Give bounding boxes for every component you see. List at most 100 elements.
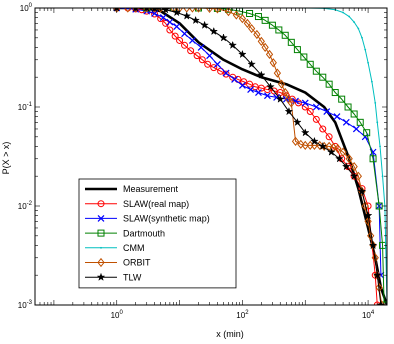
legend-item: SLAW(real map) xyxy=(85,199,189,209)
data-point-tlw xyxy=(191,15,200,25)
data-point-tlw xyxy=(335,154,344,163)
data-point-dartmouth xyxy=(356,118,364,126)
data-point-tlw xyxy=(266,82,275,91)
data-point-orbit xyxy=(265,49,274,59)
x-tick-label: 100 xyxy=(111,310,124,320)
data-point-slaw-synthetic-map xyxy=(197,43,205,51)
data-point-dartmouth xyxy=(369,155,377,163)
data-point-tlw xyxy=(228,40,238,49)
data-point-slaw-synthetic-map xyxy=(188,37,196,44)
data-point-tlw xyxy=(368,240,378,250)
y-axis-label: P(X > x) xyxy=(1,142,11,175)
data-point-slaw-real-map xyxy=(301,103,309,111)
data-point-dartmouth xyxy=(268,21,276,29)
legend-swatch-marker xyxy=(97,200,105,208)
data-point-slaw-real-map xyxy=(373,301,381,305)
data-point-tlw xyxy=(318,141,328,151)
legend-label: Dartmouth xyxy=(123,228,165,238)
data-point-tlw xyxy=(275,94,285,103)
data-point-slaw-real-map xyxy=(198,56,206,64)
data-point-dartmouth xyxy=(325,80,333,88)
data-point-slaw-real-map xyxy=(210,64,218,72)
data-point-dartmouth xyxy=(261,16,269,24)
data-point-dartmouth xyxy=(281,31,289,39)
data-point-dartmouth xyxy=(287,38,295,46)
data-point-dartmouth xyxy=(363,129,371,137)
data-point-cmm xyxy=(342,11,344,14)
data-point-slaw-real-map xyxy=(193,52,201,60)
data-point-orbit xyxy=(339,147,347,157)
data-point-orbit xyxy=(287,98,295,108)
data-point-slaw-real-map xyxy=(312,115,320,123)
data-point-tlw xyxy=(310,136,319,146)
data-point-orbit xyxy=(273,68,282,78)
data-point-slaw-synthetic-map xyxy=(263,92,271,100)
x-tick-label: 104 xyxy=(362,310,375,320)
data-point-orbit xyxy=(350,161,358,172)
data-point-slaw-synthetic-map xyxy=(213,60,221,68)
legend-item: Measurement xyxy=(85,184,179,194)
data-point-orbit xyxy=(213,8,222,14)
legend-item: ORBIT xyxy=(85,258,151,268)
data-point-slaw-synthetic-map xyxy=(312,103,320,111)
data-point-tlw xyxy=(256,70,266,79)
data-point-dartmouth xyxy=(300,53,308,61)
data-point-orbit xyxy=(150,8,159,13)
data-point-dartmouth xyxy=(331,89,339,97)
data-point-orbit xyxy=(361,201,369,211)
data-point-cmm xyxy=(353,21,356,24)
data-point-cmm xyxy=(376,121,379,124)
data-point-cmm xyxy=(381,175,384,178)
data-point-dartmouth xyxy=(338,95,346,103)
data-point-dartmouth xyxy=(319,73,327,81)
data-point-slaw-synthetic-map xyxy=(206,52,213,60)
data-point-slaw-real-map xyxy=(181,41,189,49)
data-point-slaw-synthetic-map xyxy=(181,30,188,38)
data-point-cmm xyxy=(348,15,351,18)
data-point-dartmouth xyxy=(350,110,358,118)
data-point-tlw xyxy=(182,11,192,20)
data-point-slaw-synthetic-map xyxy=(292,97,299,105)
data-point-orbit xyxy=(143,8,151,13)
data-point-orbit xyxy=(334,143,342,154)
data-point-tlw xyxy=(209,26,219,36)
data-point-slaw-real-map xyxy=(246,80,254,88)
data-point-slaw-real-map xyxy=(176,36,184,44)
data-point-cmm xyxy=(364,48,367,51)
legend-item: CMM xyxy=(85,243,145,253)
legend-swatch-marker xyxy=(96,272,106,281)
data-point-orbit xyxy=(162,8,170,13)
data-point-slaw-synthetic-map xyxy=(255,89,262,96)
data-point-slaw-synthetic-map xyxy=(166,18,174,26)
legend-label: CMM xyxy=(123,243,145,253)
data-point-dartmouth xyxy=(306,60,314,68)
data-point-orbit xyxy=(238,14,247,24)
data-point-orbit xyxy=(291,136,300,146)
data-point-cmm xyxy=(357,27,360,30)
data-point-slaw-real-map xyxy=(166,26,174,34)
data-point-slaw-synthetic-map xyxy=(333,113,341,121)
data-point-cmm xyxy=(367,61,369,64)
data-point-orbit xyxy=(243,18,252,28)
data-point-slaw-synthetic-map xyxy=(173,23,181,30)
data-point-tlw xyxy=(372,270,382,279)
legend-label: TLW xyxy=(123,272,142,282)
legend: Measurement SLAW(real map) SLAW(synthetic … xyxy=(78,178,237,289)
data-point-orbit xyxy=(257,36,265,46)
data-point-orbit xyxy=(269,58,277,68)
data-point-slaw-real-map xyxy=(288,95,296,103)
y-tick-label: 10-3 xyxy=(18,300,33,310)
data-point-tlw xyxy=(341,162,351,171)
legend-item: Dartmouth xyxy=(85,228,165,238)
data-point-tlw xyxy=(284,106,294,116)
legend-swatch-marker xyxy=(97,229,105,237)
data-point-slaw-synthetic-map xyxy=(342,118,350,126)
data-point-tlw xyxy=(247,59,256,68)
data-point-orbit xyxy=(301,140,309,150)
data-point-orbit xyxy=(157,8,165,13)
data-point-slaw-real-map xyxy=(306,108,314,116)
data-point-slaw-synthetic-map xyxy=(238,82,246,89)
data-point-orbit xyxy=(224,8,233,17)
data-point-tlw xyxy=(326,147,336,156)
